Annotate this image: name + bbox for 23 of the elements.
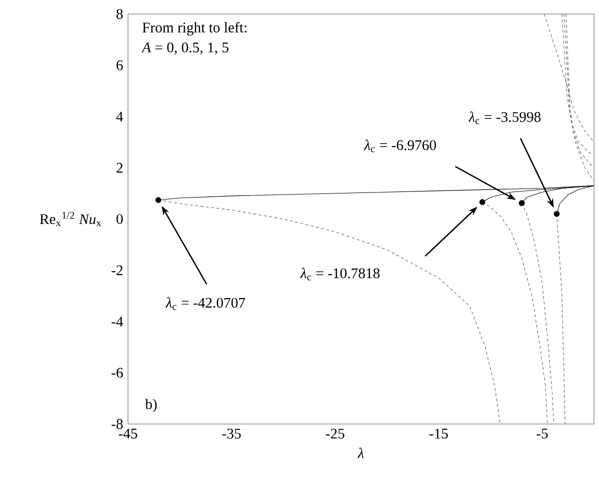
y-tick-label: 6 (116, 60, 123, 70)
x-tick-label: -5 (536, 428, 548, 438)
y-tick-label: -8 (112, 419, 123, 429)
x-tick-label: -35 (222, 428, 241, 439)
x-tick-label: -45 (118, 428, 138, 439)
y-tick-label: -2 (112, 265, 122, 276)
y-tick-label: 0 (116, 214, 123, 224)
x-axis-title: λ (357, 448, 364, 458)
annotation: λ$_{c}$ = -10.7818 (300, 268, 380, 280)
annotation: From right to left: (142, 22, 246, 36)
y-tick-label: 2 (116, 162, 122, 173)
y-axis-title: Re$_{x}$$^{1/2}$ Nu$_{x}$ (40, 212, 102, 226)
y-tick-label: 4 (116, 112, 124, 122)
annotation: λ$_{c}$ = -42.0707 (165, 297, 246, 310)
annotation: A = 0, 0.5, 1, 5 (141, 42, 228, 55)
annotation: λ$_{c}$ = -3.5998 (468, 111, 541, 124)
x-tick-label: -15 (429, 428, 448, 439)
x-tick-label: -25 (326, 428, 344, 439)
y-tick-label: -4 (112, 316, 124, 326)
annotation: λ$_{c}$ = -6.9760 (364, 140, 436, 152)
y-tick-label: 8 (116, 9, 123, 19)
annotation: b) (145, 398, 157, 412)
y-tick-label: -6 (112, 368, 123, 378)
